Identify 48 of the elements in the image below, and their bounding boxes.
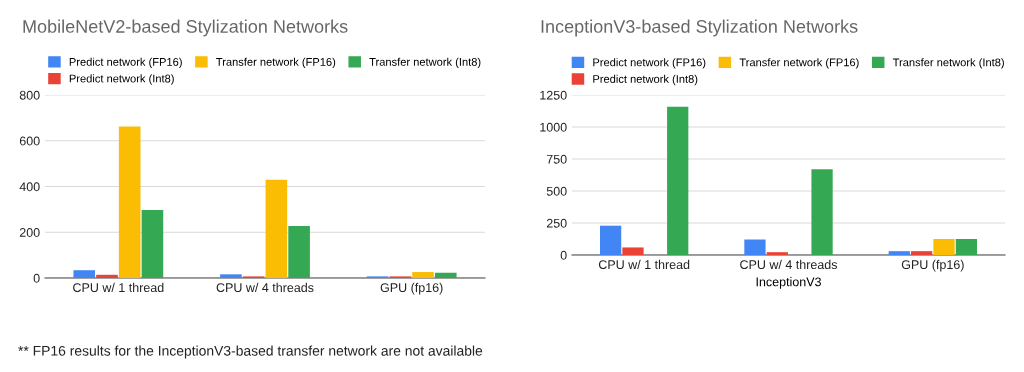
bar (434, 272, 457, 278)
y-tick-label: 750 (546, 154, 567, 164)
chart-title: MobileNetV2-based Stylization Networks (23, 19, 348, 37)
bar (933, 239, 955, 255)
x-tick-label: GPU (fp16) (380, 282, 443, 295)
bar (667, 106, 689, 255)
legend-label: Transfer network (Int8) (369, 57, 481, 69)
bar (265, 179, 288, 278)
legend-label: Transfer network (Int8) (892, 58, 1004, 69)
legend-label: Predict network (Int8) (593, 74, 698, 86)
bar (766, 252, 788, 255)
x-tick-label: CPU w/ 1 thread (598, 259, 690, 270)
legend-label: Predict network (FP16) (593, 58, 706, 69)
x-tick-label: CPU w/ 1 thread (73, 282, 164, 293)
bar (955, 239, 978, 255)
bar (622, 247, 644, 255)
y-tick-label: 800 (19, 90, 40, 100)
bar (888, 251, 910, 255)
x-tick-label: CPU w/ 4 threads (216, 282, 314, 293)
bar (96, 274, 118, 278)
x-tick-label: CPU w/ 4 threads (740, 259, 838, 270)
y-tick-label: 500 (546, 186, 567, 196)
y-tick-label: 0 (560, 250, 567, 260)
bar (744, 239, 766, 255)
y-tick-label: 600 (19, 136, 40, 146)
y-tick-label: 1250 (540, 90, 567, 100)
bar (288, 226, 310, 278)
y-tick-label: 200 (19, 228, 40, 237)
y-tick-label: 250 (546, 218, 567, 228)
text: ** FP16 results for the InceptionV3-based transfer network are not available (18, 345, 483, 359)
bar (412, 272, 434, 278)
bar (118, 126, 141, 278)
legend-label: Predict network (FP16) (69, 57, 182, 69)
legend-label: Predict network (Int8) (69, 74, 174, 85)
y-tick-label: 0 (33, 273, 40, 283)
y-tick-label: 400 (19, 182, 40, 192)
bar (811, 169, 833, 255)
bar (911, 251, 933, 255)
legend-label: Transfer network (FP16) (216, 57, 336, 69)
bar (599, 225, 622, 255)
x-axis-title: InceptionV3 (756, 277, 821, 289)
legend-label: Transfer network (FP16) (739, 58, 859, 69)
bar (73, 270, 96, 278)
x-tick-label: GPU (fp16) (901, 259, 964, 272)
chart-title: InceptionV3-based Stylization Networks (541, 19, 858, 37)
bar (220, 274, 242, 278)
bar (141, 210, 164, 278)
y-tick-label: 1000 (540, 122, 567, 132)
